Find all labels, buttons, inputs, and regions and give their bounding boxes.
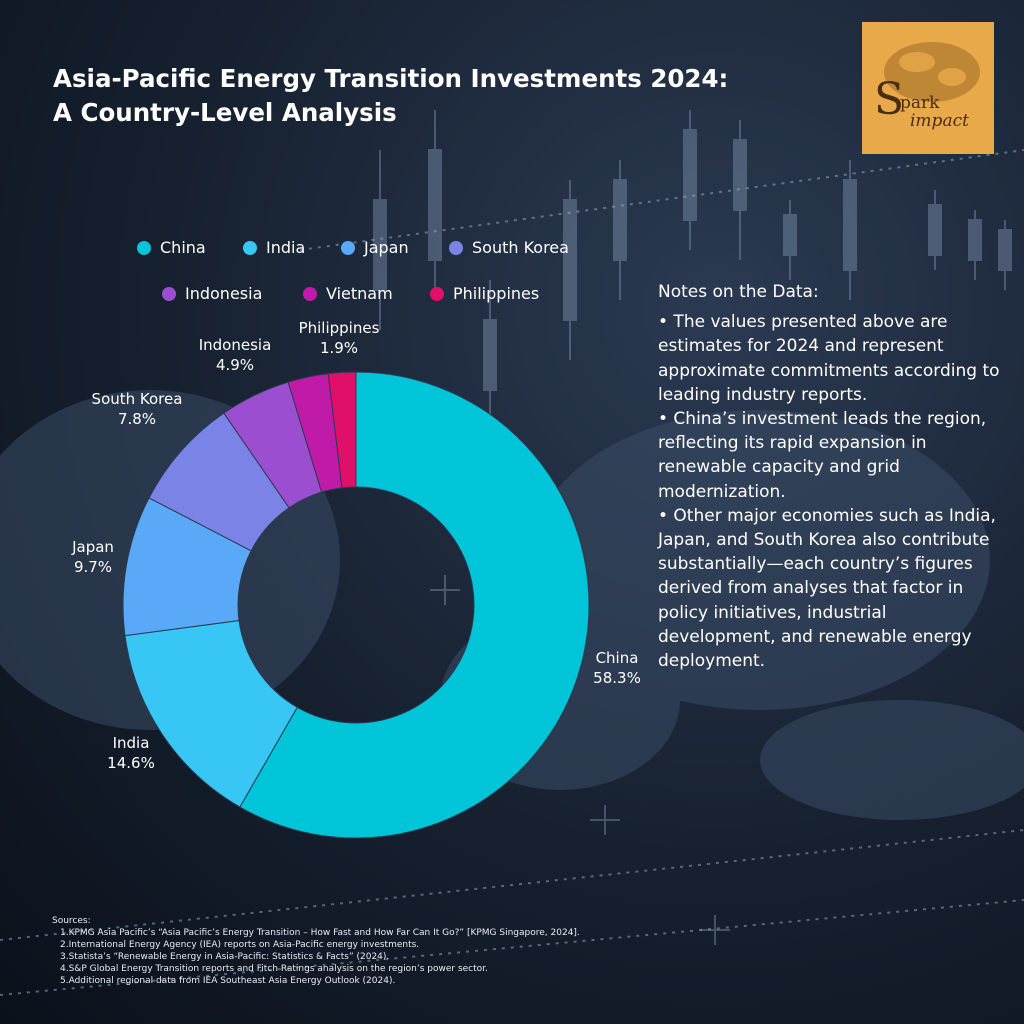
slice-value-label: 4.9% <box>216 356 254 374</box>
slice-value-label: 1.9% <box>320 339 358 357</box>
source-item-1: 1.KPMG Asia Pacific’s “Asia Pacific’s En… <box>60 928 580 938</box>
slice-india <box>124 619 298 808</box>
svg-text:park: park <box>900 93 940 113</box>
page-title: Asia-Pacific Energy Transition Investmen… <box>53 62 813 130</box>
note-item-1: • The values presented above are estimat… <box>658 312 1000 405</box>
slice-label: India <box>113 734 150 752</box>
slice-philippines <box>327 371 357 489</box>
slice-label: Philippines <box>299 319 380 337</box>
title-line-1: Asia-Pacific Energy Transition Investmen… <box>53 64 729 93</box>
slice-value-label: 9.7% <box>74 558 112 576</box>
source-item-2: 2.International Energy Agency (IEA) repo… <box>60 940 420 950</box>
source-item-3: 3.Statista’s “Renewable Energy in Asia-P… <box>60 952 390 962</box>
slice-china <box>239 371 590 839</box>
slice-value-label: 14.6% <box>107 754 155 772</box>
source-item-4: 4.S&P Global Energy Transition reports a… <box>60 964 488 974</box>
slice-label: China <box>596 649 639 667</box>
slice-label: Japan <box>71 538 114 556</box>
sources-section: Sources: 1.KPMG Asia Pacific’s “Asia Pac… <box>52 915 612 987</box>
source-item-5: 5.Additional regional data from IEA Sout… <box>60 976 396 986</box>
title-line-2: A Country-Level Analysis <box>53 98 397 127</box>
slice-value-label: 7.8% <box>118 410 156 428</box>
svg-text:S: S <box>874 74 904 125</box>
notes-heading: Notes on the Data: <box>658 282 819 302</box>
note-item-2: • China’s investment leads the region, r… <box>658 409 987 502</box>
slice-label: South Korea <box>92 390 183 408</box>
notes-panel: Notes on the Data: • The values presente… <box>658 280 1003 673</box>
note-item-3: • Other major economies such as India, J… <box>658 505 996 672</box>
sources-heading: Sources: <box>52 916 91 926</box>
slice-label: Indonesia <box>199 336 272 354</box>
svg-text:impact: impact <box>910 111 969 131</box>
slice-value-label: 58.3% <box>593 669 641 687</box>
sources-list: 1.KPMG Asia Pacific’s “Asia Pacific’s En… <box>52 927 612 987</box>
brand-logo: S park impact <box>862 22 994 154</box>
